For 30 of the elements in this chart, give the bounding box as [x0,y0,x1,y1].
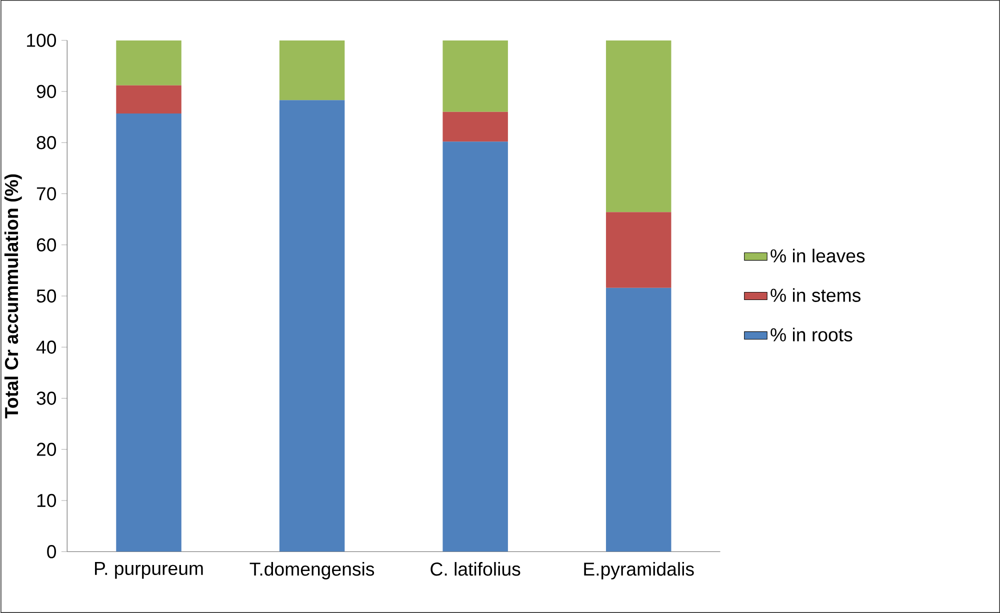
legend-label: % in leaves [770,248,865,262]
y-tick-label: 20 [36,442,56,456]
bar [442,40,508,112]
y-axis-title: Total Cr accummulation (%) [4,174,22,418]
bar [116,40,182,86]
y-tick-label: 100 [27,34,56,47]
bar [442,142,508,552]
bar [606,288,672,552]
y-tick-label: 30 [36,392,56,405]
y-tick-label: 50 [36,289,56,303]
legend-label: % in roots [770,328,852,342]
y-tick-label: 80 [36,136,56,150]
bar [116,85,182,114]
y-tick-label: 10 [37,494,56,508]
x-tick-label: E.pyramidalis [584,562,694,580]
bar [606,212,672,288]
y-tick-label: 90 [36,84,56,98]
bar [116,113,182,552]
bar [606,40,672,212]
bar [279,100,345,552]
y-tick-label: 70 [36,187,56,200]
y-tick-label: 40 [36,340,56,354]
x-tick-label: P. purpureum [95,562,203,579]
x-tick-label: T.domengensis [250,562,374,580]
x-tick-label: C. latifolius [430,562,520,576]
y-tick-label: 0 [47,545,56,558]
legend-label: % in stems [770,288,860,302]
bar [442,112,508,142]
y-tick-label: 60 [36,238,56,252]
bar [279,40,345,100]
